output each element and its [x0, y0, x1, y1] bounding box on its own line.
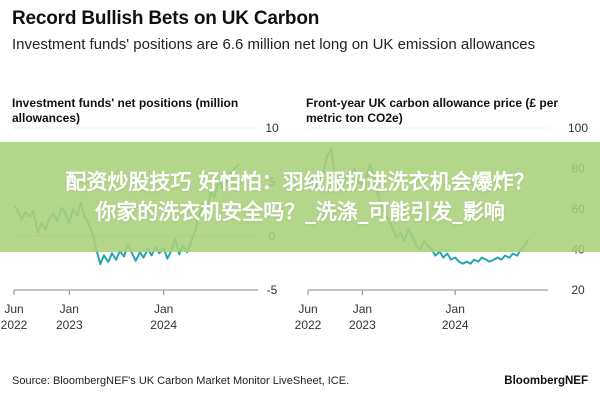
x-tick-label: 2022 [295, 318, 322, 332]
left-panel-title: Investment funds' net positions (million… [12, 96, 239, 125]
y-tick-label: 10 [265, 121, 279, 135]
x-tick-label: 2024 [442, 318, 469, 332]
y-tick-label: 100 [568, 121, 588, 135]
y-tick-label: 20 [571, 283, 585, 297]
x-tick-label: 2023 [56, 318, 83, 332]
overlay-banner: 配资炒股技巧 好怕怕：羽绒服扔进洗衣机会爆炸？ 你家的洗衣机安全吗？_洗涤_可能… [0, 142, 600, 252]
x-tick-label: Jan [353, 302, 372, 316]
x-tick-label: Jun [298, 302, 317, 316]
x-tick-label: Jan [60, 302, 79, 316]
page-title: Record Bullish Bets on UK Carbon [12, 8, 320, 29]
x-tick-label: 2024 [150, 318, 177, 332]
overlay-line-1: 配资炒股技巧 好怕怕：羽绒服扔进洗衣机会爆炸？ [65, 170, 535, 194]
x-tick-label: 2022 [1, 318, 28, 332]
x-tick-label: Jan [154, 302, 173, 316]
x-tick-label: Jan [446, 302, 465, 316]
brand-logo: BloombergNEF [504, 375, 588, 387]
overlay-line-2: 你家的洗衣机安全吗？_洗涤_可能引发_影响 [95, 200, 505, 224]
right-panel-title: Front-year UK carbon allowance price (£ … [306, 96, 559, 125]
x-tick-label: 2023 [349, 318, 376, 332]
x-tick-label: Jun [4, 302, 23, 316]
source-note: Source: BloombergNEF's UK Carbon Market … [12, 375, 350, 387]
page-subtitle: Investment funds' positions are 6.6 mill… [12, 36, 536, 53]
y-tick-label: -5 [267, 283, 278, 297]
